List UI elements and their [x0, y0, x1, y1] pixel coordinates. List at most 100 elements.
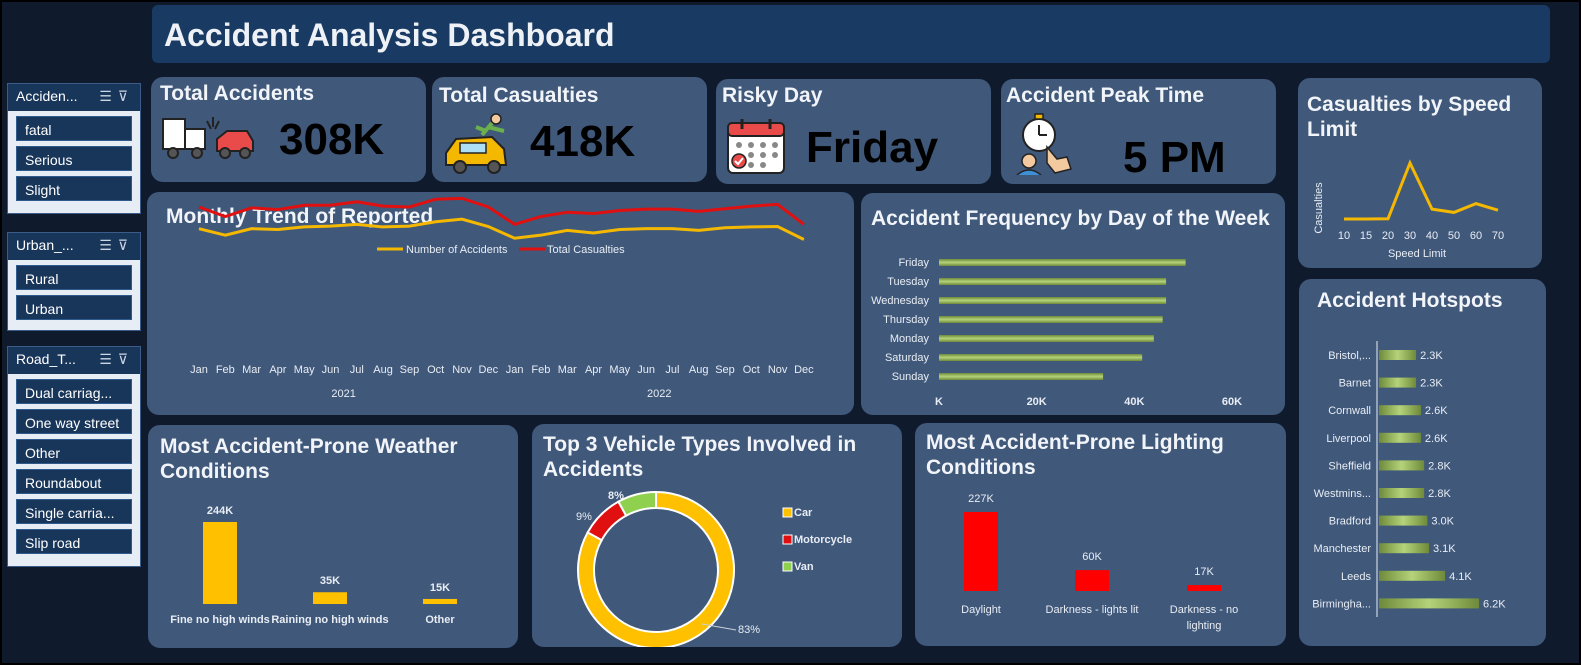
slicer-item[interactable]: Slight [16, 176, 132, 201]
clear-filter-icon[interactable]: ⊽ [117, 351, 134, 367]
data-label: 9% [576, 511, 592, 523]
data-label: 15K [430, 582, 450, 594]
x-tick-label: May [294, 364, 315, 376]
slicer-item[interactable]: Roundabout [16, 469, 132, 494]
kpi-label: Risky Day [722, 84, 823, 107]
y-tick-label: Thursday [883, 314, 929, 326]
bar-lighting [1187, 585, 1221, 591]
x-tick-label: 20K [1027, 396, 1047, 408]
x-tick-label: 60K [1222, 396, 1242, 408]
x-tick-label: 50 [1448, 230, 1460, 242]
slicer-item[interactable]: Serious [16, 146, 132, 171]
bar-hotspot [1379, 350, 1417, 360]
x-tick-label: Oct [427, 364, 444, 376]
slicer-header: Road_T... ☰⊽ [8, 347, 140, 374]
y-tick-label: Saturday [885, 352, 930, 364]
x-tick-label: Jan [506, 364, 524, 376]
data-label: 2.8K [1428, 460, 1451, 472]
kpi-risky-day: Risky Day Friday [716, 79, 991, 184]
x-tick-label: Raining no high winds [271, 614, 388, 626]
hotspots-card: Accident Hotspots Bristol,... 2.3K Barnet 2… [1299, 279, 1546, 646]
y-tick-label: Sheffield [1328, 460, 1371, 472]
legend-swatch [782, 561, 793, 572]
y-tick-label: Bradford [1329, 516, 1371, 528]
multi-select-icon[interactable]: ☰ [99, 351, 118, 367]
speed-limit-card: Casualties by Speed Limit 10 15 20 30 40 50 60… [1298, 78, 1542, 268]
data-label: 4.1K [1449, 571, 1472, 583]
x-tick-label: Daylight [961, 604, 1001, 616]
donut-slice-car [577, 490, 735, 647]
data-label: 3.1K [1433, 543, 1456, 555]
bar-hotspot [1379, 598, 1479, 609]
year-group-label: 2022 [647, 388, 671, 400]
legend-label: Van [794, 561, 814, 573]
multi-select-icon[interactable]: ☰ [99, 237, 118, 253]
bar-lighting [964, 512, 998, 591]
x-tick-label: Mar [558, 364, 577, 376]
y-tick-label: Cornwall [1328, 405, 1371, 417]
legend-label: Number of Accidents [406, 244, 508, 256]
data-label: 83% [738, 624, 760, 636]
x-tick-label: Feb [531, 364, 550, 376]
bar-sunday [939, 373, 1104, 380]
day-of-week-chart: Friday Tuesday Wednesday Thursday Monday Satu… [871, 257, 1242, 408]
clear-filter-icon[interactable]: ⊽ [117, 88, 134, 104]
kpi-label: Total Casualties [439, 84, 599, 107]
weather-card: Most Accident-Prone Weather Conditions 2… [148, 425, 518, 648]
x-tick-label: Nov [452, 364, 472, 376]
kpi-value: 5 PM [1123, 133, 1226, 182]
x-tick-label: 60 [1470, 230, 1482, 242]
y-tick-label: Westmins... [1314, 488, 1371, 500]
y-tick-label: Tuesday [887, 276, 929, 288]
lighting-chart: 227K 60K 17K Daylight Darkness - lights lit D… [961, 493, 1238, 632]
x-tick-label: 15 [1360, 230, 1372, 242]
slicer-title: Urban_... [16, 237, 74, 253]
x-tick-label: K [935, 396, 943, 408]
x-tick-label: Dec [479, 364, 499, 376]
slicer-title: Acciden... [16, 88, 78, 104]
bar-hotspot [1379, 377, 1417, 388]
x-tick-label: Jun [322, 364, 340, 376]
data-label: 2.3K [1420, 350, 1443, 362]
kpi-peak-time: Accident Peak Time 5 PM [1001, 79, 1276, 184]
data-label: 2.8K [1428, 488, 1451, 500]
data-label: 227K [968, 493, 994, 505]
slicer-road-type: Road_T... ☰⊽ Dual carriag... One way str… [7, 346, 141, 567]
x-tick-label: Oct [743, 364, 760, 376]
clear-filter-icon[interactable]: ⊽ [117, 237, 134, 253]
multi-select-icon[interactable]: ☰ [99, 88, 118, 104]
slicer-item[interactable]: One way street [16, 409, 132, 434]
slicer-item[interactable]: Urban [16, 295, 132, 320]
chart-title: Casualties by Speed Limit [1307, 93, 1512, 142]
slicer-item[interactable]: Rural [16, 265, 132, 290]
y-tick-label: Sunday [892, 371, 930, 383]
chart-title: Monthly Trend of Reported [166, 205, 434, 228]
data-label: 17K [1194, 566, 1214, 578]
page-title: Accident Analysis Dashboard [164, 17, 615, 53]
slicer-item[interactable]: fatal [16, 116, 132, 141]
bar-hotspot [1379, 488, 1425, 498]
hotspots-chart: Bristol,... 2.3K Barnet 2.3K Cornwall 2.6K Liv… [1312, 341, 1506, 617]
series-line-accidents [198, 217, 805, 241]
data-label: 3.0K [1431, 516, 1454, 528]
y-tick-label: Friday [898, 257, 929, 269]
slicer-item[interactable]: Slip road [16, 529, 132, 554]
y-tick-label: Manchester [1314, 543, 1372, 555]
donut-slice-van [617, 490, 657, 518]
y-tick-label: Birmingha... [1312, 598, 1371, 610]
x-tick-label: Dec [794, 364, 814, 376]
legend-label: Car [794, 507, 813, 519]
kpi-label: Total Accidents [160, 82, 315, 105]
x-tick-label: Feb [216, 364, 235, 376]
leader-line [701, 623, 737, 631]
slicer-item[interactable]: Other [16, 439, 132, 464]
bar-thursday [939, 316, 1163, 323]
x-tick-label: Nov [768, 364, 788, 376]
slicer-item[interactable]: Single carria... [16, 499, 132, 524]
slicer-item[interactable]: Dual carriag... [16, 379, 132, 404]
y-tick-label: Leeds [1341, 571, 1371, 583]
monthly-trend-chart: Number of Accidents Total Casualties Jan Fe… [190, 196, 814, 400]
slicer-header: Acciden... ☰⊽ [8, 84, 140, 111]
bar-wednesday [939, 297, 1167, 304]
data-label: 6.2K [1483, 598, 1506, 610]
